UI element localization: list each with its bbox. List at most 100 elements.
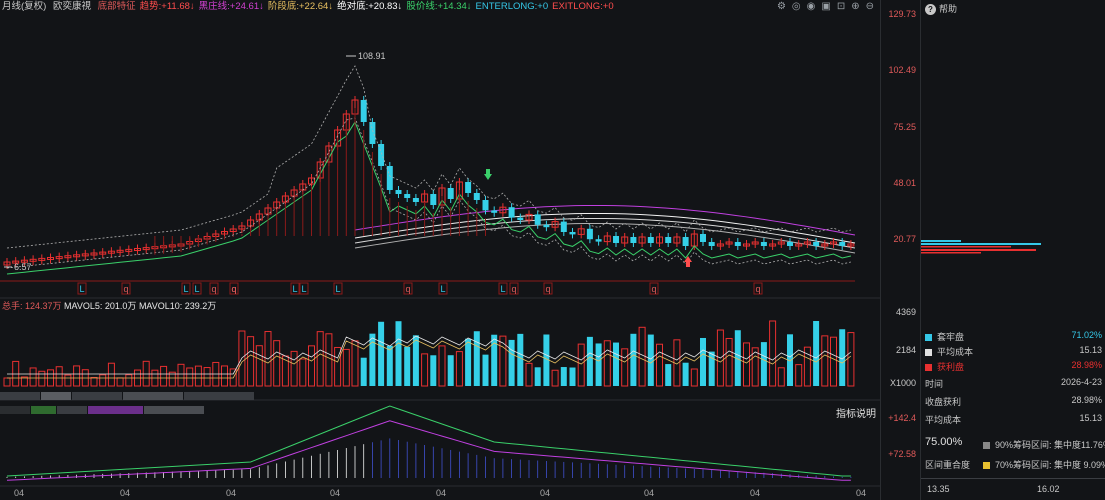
candlestick <box>465 182 472 193</box>
indicator-name[interactable]: 欧奕康視 <box>52 1 91 12</box>
candlestick <box>525 213 533 221</box>
x-axis-label: 04 <box>14 488 25 498</box>
chart-area[interactable]: 月线(复权) 欧奕康視 底部特征 趋势:+11.68↓ 黑庄线:+24.61↓ 阶段底… <box>0 0 880 500</box>
candlestick <box>20 259 28 263</box>
price-tick: 129.73 <box>888 9 916 19</box>
candlestick <box>673 236 681 244</box>
indicator-value-item: EXITLONG:+0 <box>552 1 614 12</box>
legend-swatch <box>983 442 990 450</box>
volume-bar <box>404 346 411 386</box>
help-icon: ? <box>925 4 936 15</box>
volume-bar <box>90 376 98 387</box>
dif-line <box>6 405 851 477</box>
signal-mark: q <box>124 284 129 294</box>
candlestick <box>734 242 741 246</box>
eye-icon[interactable]: ◉ <box>806 1 816 12</box>
legend-row: 获利盘 28.98% <box>921 360 1105 373</box>
signal-mark: L <box>293 284 298 294</box>
help-button[interactable]: ? 帮助 <box>925 2 957 15</box>
volume-bar <box>186 367 194 387</box>
candlestick <box>412 198 419 202</box>
volume-bar <box>386 345 393 386</box>
volume-bar <box>342 348 350 387</box>
volume-bar <box>716 329 724 387</box>
volume-bar <box>777 367 785 387</box>
stat-label: 时间 <box>925 379 944 389</box>
indicator-explain-link[interactable]: 指标说明 <box>836 409 876 420</box>
candlestick <box>369 122 376 144</box>
volume-bar <box>638 326 646 387</box>
overlap-label: 区间重合度 <box>925 460 971 470</box>
legend-swatch <box>925 349 932 357</box>
volume-bar <box>430 355 437 386</box>
range-90-label: 90%筹码区间: <box>995 440 1052 450</box>
signal-mark: q <box>232 284 237 294</box>
lock-icon[interactable]: ⊡ <box>836 1 846 12</box>
cost-curve <box>354 217 856 249</box>
candlestick <box>743 243 750 247</box>
signal-box <box>438 282 448 295</box>
volume-bar <box>656 343 663 387</box>
candlestick <box>73 254 81 258</box>
indicator-value-item: 趋势:+11.68↓ <box>139 1 195 12</box>
volume-bar <box>491 334 498 386</box>
candlestick <box>99 251 107 255</box>
volume-bar <box>99 374 107 387</box>
save-icon[interactable]: ▣ <box>821 1 831 12</box>
indicator-value-item: 底部特征 <box>97 1 136 12</box>
cost-curve <box>354 222 856 254</box>
volume-bar <box>299 358 307 387</box>
candlestick <box>378 144 385 166</box>
range-90-row: 90%筹码区间: 集中度11.76% <box>983 438 1105 451</box>
cost-curve <box>354 204 856 236</box>
volume-bar <box>116 377 124 387</box>
candlestick <box>12 260 20 264</box>
volume-bar <box>821 335 829 387</box>
volume-bar <box>455 351 463 387</box>
volume-bar <box>613 342 619 386</box>
range-70-row: 70%筹码区间: 集中度 9.09% <box>983 458 1105 471</box>
candlestick <box>821 243 829 247</box>
volume-bar <box>760 342 767 386</box>
volume-bar <box>334 346 342 387</box>
volume-bar <box>255 345 263 387</box>
signal-mark: q <box>756 284 761 294</box>
add-icon[interactable]: ⊕ <box>851 1 860 12</box>
volume-bar <box>247 336 255 387</box>
volume-bar <box>369 333 376 386</box>
price-lines <box>6 65 852 275</box>
remove-icon[interactable]: ⊖ <box>865 1 874 12</box>
settings-icon[interactable]: ⚙ <box>776 1 786 12</box>
low-price-label: 6.57 <box>14 262 32 272</box>
volume-bar <box>360 357 367 386</box>
signal-mark: L <box>336 284 341 294</box>
help-label: 帮助 <box>939 4 958 14</box>
legend-name: 套牢盘 <box>937 332 965 342</box>
candlestick <box>447 188 454 199</box>
candlestick <box>708 242 715 246</box>
stat-row: 平均成本 15.13 <box>921 413 1105 426</box>
volume-bar <box>395 321 402 386</box>
volume-bar <box>29 367 37 387</box>
volume-bar <box>690 368 698 387</box>
candlestick <box>55 256 63 260</box>
target-icon[interactable]: ◎ <box>791 1 801 12</box>
candlestick <box>803 241 811 245</box>
volume-bar <box>751 347 759 387</box>
period-label[interactable]: 月线(复权) <box>2 1 47 12</box>
candlestick <box>90 252 98 256</box>
candlestick <box>116 249 124 253</box>
signal-mark: L <box>184 284 189 294</box>
signal-mark: q <box>212 284 217 294</box>
candlesticks <box>3 96 855 269</box>
candlestick <box>787 242 793 246</box>
volume-bar <box>238 330 246 387</box>
volume-bar <box>203 367 211 387</box>
candlestick <box>543 224 550 228</box>
volume-total: 总手: 124.37万 <box>2 301 62 311</box>
signal-box <box>77 282 87 295</box>
cost-curve <box>354 212 856 244</box>
candlestick <box>682 237 689 246</box>
